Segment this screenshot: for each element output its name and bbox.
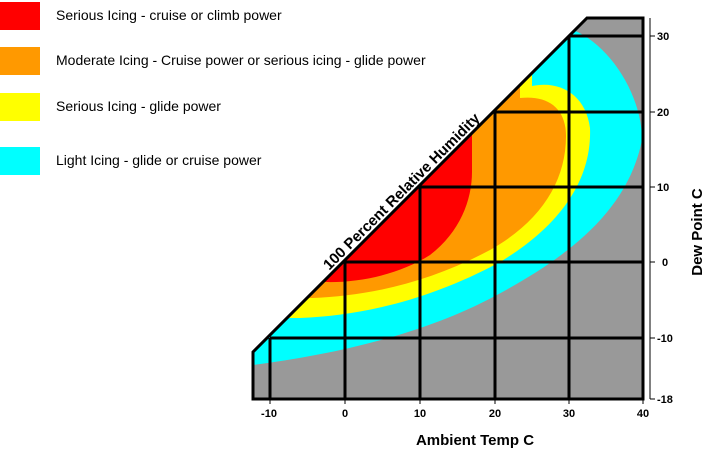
legend-swatch (0, 47, 40, 75)
grid (268, 34, 643, 399)
x-tick-labels: -10 0 10 20 30 40 (261, 408, 649, 420)
y-tick-label: 10 (657, 182, 669, 194)
y-axis-title: Dew Point C (689, 188, 706, 276)
legend-label: Moderate Icing - Cruise power or serious… (56, 52, 426, 68)
y-tick-labels: 30 20 10 0 -10 -18 (657, 31, 673, 406)
x-tick-label: 40 (637, 408, 649, 420)
y-axis (649, 18, 655, 400)
legend-item-serious-icing-cruise: Serious Icing - cruise or climb power (0, 2, 480, 30)
x-tick-label: 10 (414, 408, 426, 420)
x-tick-label: 20 (489, 408, 501, 420)
x-tick-label: 0 (342, 408, 348, 420)
x-axis (253, 398, 644, 404)
legend-swatch (0, 147, 40, 175)
legend-item-serious-icing-glide: Serious Icing - glide power (0, 93, 480, 121)
y-tick-label: 0 (662, 257, 668, 269)
legend-item-light-icing: Light Icing - glide or cruise power (0, 147, 480, 175)
x-axis-title: Ambient Temp C (416, 432, 534, 449)
y-tick-label: 30 (657, 31, 669, 43)
y-tick-label: -18 (657, 394, 673, 406)
legend-label: Light Icing - glide or cruise power (56, 152, 262, 168)
y-tick-label: -10 (657, 333, 673, 345)
legend-item-moderate-icing: Moderate Icing - Cruise power or serious… (0, 47, 480, 75)
y-tick-label: 20 (657, 107, 669, 119)
legend-swatch (0, 93, 40, 121)
x-tick-label: -10 (261, 408, 277, 420)
legend-label: Serious Icing - glide power (56, 98, 221, 114)
legend-swatch (0, 2, 40, 30)
legend-label: Serious Icing - cruise or climb power (56, 7, 282, 23)
x-tick-label: 30 (563, 408, 575, 420)
